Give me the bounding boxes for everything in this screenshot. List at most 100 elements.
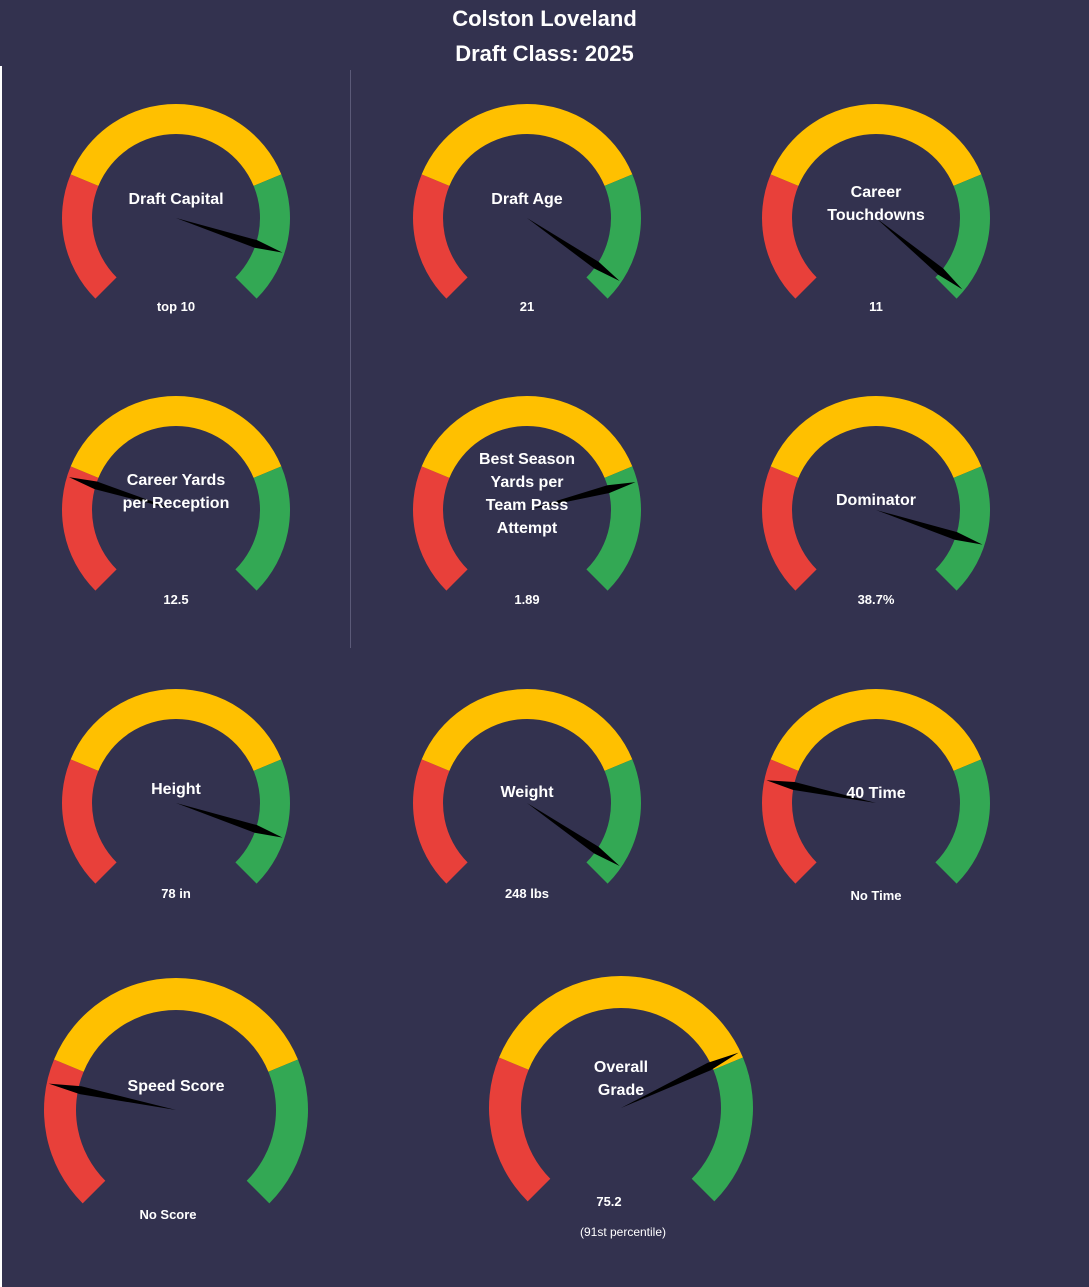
gauge-title-line: Attempt [496,520,558,537]
gauge-6 [61,689,290,884]
panel-edge [0,66,2,1287]
gauge-value: No Time [850,888,902,903]
gauge-title-line: Draft Age [491,191,563,208]
zone-mid-arc [70,689,282,771]
gauge-title-line: 40 Time [846,785,906,802]
gauge-needle [876,510,983,545]
zone-mid-arc [499,976,743,1070]
zone-mid-arc [70,395,282,478]
gauge-needle [48,1083,176,1110]
gauge-title: 40 Time [846,782,905,805]
gauge-title-line: Career [850,184,902,201]
zone-low-arc [413,174,468,299]
zone-mid-arc [70,104,282,186]
gauge-title-line: Career Yards [126,472,226,489]
zone-low-arc [488,1057,551,1202]
gauge-title: Weight [500,781,553,804]
zone-high-arc [235,759,290,884]
zone-high-arc [235,466,290,591]
zone-high-arc [235,174,290,299]
gauge-title-line: Touchdowns [827,207,925,224]
gauge-value: 248 lbs [504,886,550,901]
gauge-value: 21 [519,299,535,314]
gauge-title: Career Touchdowns [827,181,924,227]
gauge-value: top 10 [156,299,196,314]
gauge-needle [621,1052,739,1108]
gauge-10 [488,976,754,1202]
zone-high-arc [935,466,991,591]
gauge-7 [413,689,642,884]
gauge-5 [762,395,991,591]
gauge-4 [413,395,642,591]
zone-high-arc [586,174,641,299]
gauge-title: Dominator [836,489,916,512]
gauge-needle [68,477,176,510]
gauge-title-line: Draft Capital [128,191,224,208]
gauge-8 [762,689,991,884]
zone-high-arc [691,1057,754,1202]
gauge-title: Overall Grade [594,1056,648,1102]
draft-class-title: Draft Class: 2025 [455,41,634,66]
zone-low-arc [413,466,468,591]
gauge-value: 75.2 [596,1194,622,1209]
gauge-2 [762,103,990,299]
zone-high-arc [586,466,642,591]
player-name-title: Colston Loveland [452,6,637,31]
gauge-needle [527,482,636,510]
gauge-9 [43,978,308,1204]
gauge-value: 11 [869,299,883,314]
zone-mid-arc [421,104,633,186]
zone-mid-arc [770,689,982,771]
zone-high-arc [935,174,990,299]
gauge-needle [176,803,283,838]
gauge-needle [766,780,876,803]
gauge-title: Career Yards per Reception [123,469,230,515]
gauge-title-line: Yards per [490,474,564,491]
gauge-needle [527,218,620,281]
gauge-value: 12.5 [163,592,189,607]
zone-low-arc [62,174,117,299]
zone-high-arc [246,1059,308,1204]
zone-low-arc [43,1059,106,1204]
gauge-value: 78 in [161,886,191,901]
zone-mid-arc [770,395,982,478]
zone-low-arc [61,466,117,591]
zone-low-arc [762,466,817,591]
gauge-title-line: Height [151,781,201,798]
gauge-title-line: Speed Score [127,1078,225,1095]
gauge-title-line: Weight [500,784,554,801]
gauge-needle [527,803,620,866]
zone-mid-arc [54,978,298,1072]
gauge-percentile: (91st percentile) [579,1225,667,1239]
gauge-0 [62,104,290,299]
zone-high-arc [586,759,642,884]
gauge-value: 1.89 [514,592,540,607]
gauge-title: Speed Score [128,1075,225,1098]
zone-low-arc [762,759,817,884]
zone-low-arc [61,759,117,884]
zone-high-arc [935,759,991,884]
zone-mid-arc [421,689,633,771]
zone-low-arc [762,174,817,299]
gauge-title-line: Dominator [836,492,916,509]
gauge-title-line: Team Pass [485,497,569,514]
gauge-needle [176,218,283,253]
gauge-3 [61,395,290,591]
gauge-needle [876,218,963,290]
section-divider [350,70,351,648]
zone-low-arc [413,759,468,884]
gauge-title-line: Best Season [478,451,576,468]
gauge-1 [413,104,641,299]
zone-mid-arc [421,395,633,478]
gauge-title-line: per Reception [122,495,230,512]
gauge-title: Height [151,778,201,801]
gauge-title: Best Season Yards per Team Pass Attempt [479,448,575,540]
gauge-title-line: Overall [593,1059,649,1076]
gauge-title: Draft Age [491,188,562,211]
gauge-value: No Score [139,1207,197,1222]
gauge-title: Draft Capital [128,188,223,211]
gauge-title-line: Grade [597,1082,645,1099]
zone-mid-arc [770,103,982,186]
